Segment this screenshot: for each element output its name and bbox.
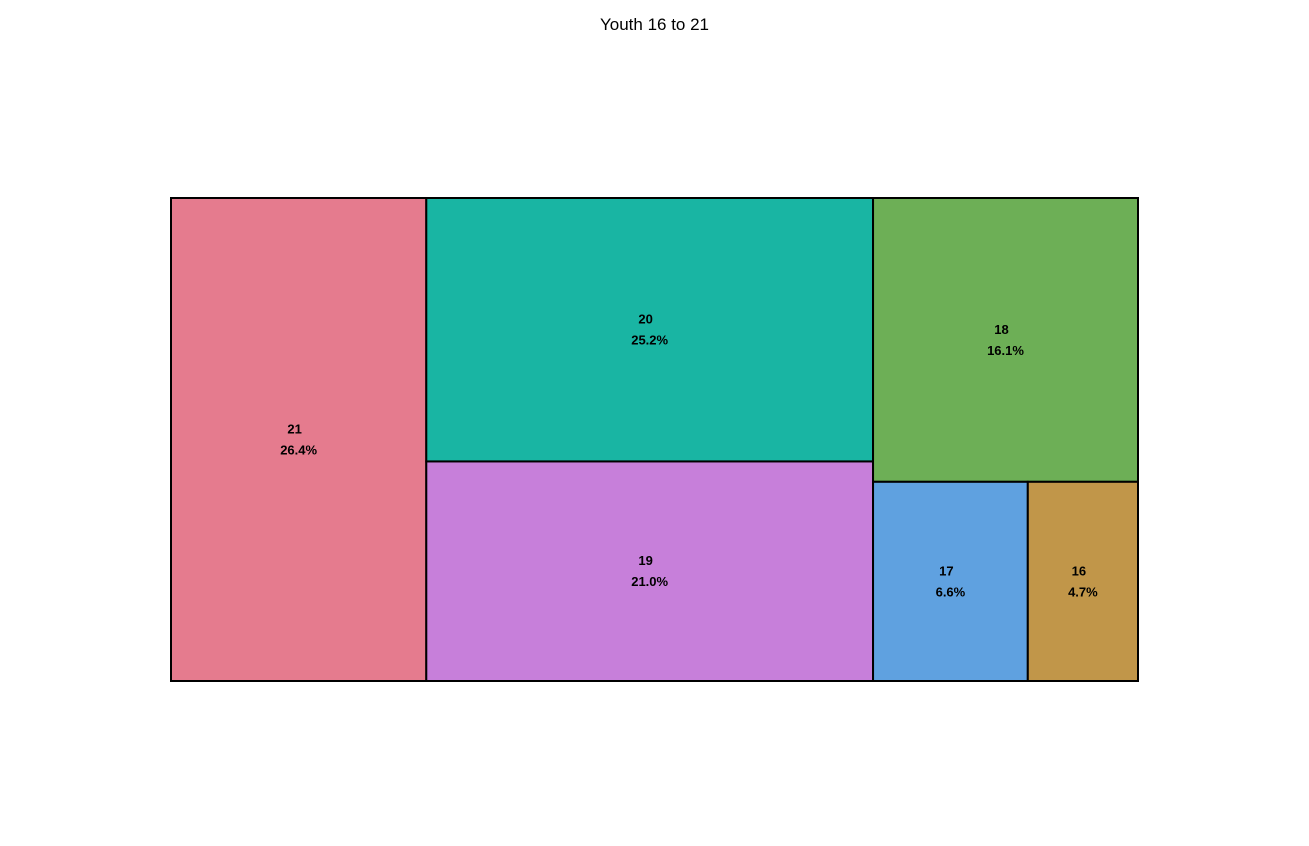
tile-label-16: 16 [1072, 563, 1086, 578]
treemap-tile-20 [425, 197, 875, 463]
treemap-tile-18 [872, 197, 1139, 483]
tile-label-17: 17 [939, 563, 953, 578]
tile-percent-20: 25.2% [631, 333, 668, 348]
chart-title: Youth 16 to 21 [599, 15, 710, 34]
treemap-tile-19 [425, 460, 875, 683]
tile-percent-17: 6.6% [936, 584, 966, 599]
tile-label-21: 21 [287, 422, 301, 437]
tile-percent-21: 26.4% [280, 443, 317, 458]
tile-percent-19: 21.0% [631, 574, 668, 589]
tile-percent-16: 4.7% [1068, 584, 1098, 599]
treemap-tiles: 21 26.4% 20 25.2% 19 21.0% 18 16.1% 17 6.6% 16 4.7% [170, 197, 1140, 683]
treemap-tile-21 [170, 197, 428, 682]
treemap-tile-16 [1026, 480, 1140, 683]
tile-label-18: 18 [994, 322, 1008, 337]
tile-percent-18: 16.1% [987, 343, 1024, 358]
tile-label-19: 19 [638, 553, 652, 568]
tile-label-20: 20 [638, 312, 652, 327]
treemap-tile-17 [872, 480, 1029, 683]
